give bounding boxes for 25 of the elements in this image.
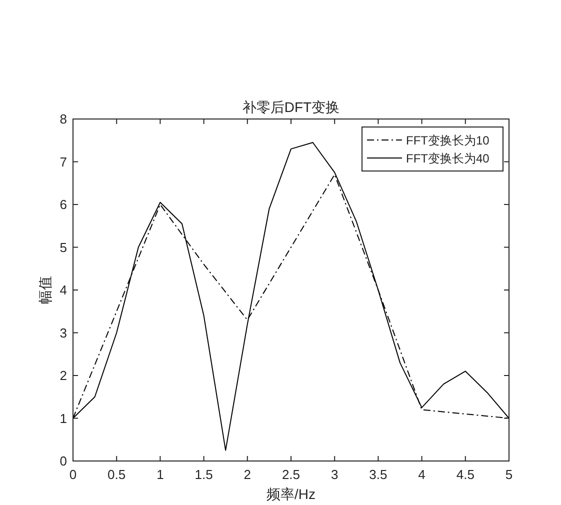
x-tick-label: 4 bbox=[418, 467, 426, 482]
y-tick-label: 4 bbox=[60, 282, 67, 298]
y-tick-label: 0 bbox=[60, 454, 67, 468]
chart-title: 补零后DFT变换 bbox=[242, 99, 340, 115]
x-tick-label: 3.5 bbox=[369, 467, 388, 482]
y-tick-label: 5 bbox=[60, 240, 67, 255]
legend-label: FFT变换长为40 bbox=[406, 152, 490, 166]
x-tick-label: 0 bbox=[69, 467, 77, 482]
legend-label: FFT变换长为10 bbox=[406, 134, 490, 148]
x-tick-label: 0.5 bbox=[108, 467, 126, 482]
x-tick-label: 5 bbox=[505, 467, 513, 482]
y-tick-label: 7 bbox=[60, 154, 67, 170]
y-axis-title: 幅值 bbox=[37, 276, 53, 304]
x-tick-label: 4.5 bbox=[456, 467, 474, 482]
y-tick-label: 3 bbox=[60, 325, 67, 340]
y-tick-label: 2 bbox=[60, 368, 67, 383]
y-tick-label: 8 bbox=[60, 112, 67, 126]
x-axis-title: 频率/Hz bbox=[266, 486, 316, 502]
y-tick-label: 1 bbox=[60, 410, 67, 426]
x-tick-label: 1 bbox=[156, 467, 164, 482]
y-tick-label: 6 bbox=[60, 197, 67, 212]
x-tick-label: 2 bbox=[244, 467, 252, 482]
x-tick-label: 1.5 bbox=[194, 467, 213, 482]
x-tick-label: 3 bbox=[330, 467, 338, 482]
x-tick-label: 2.5 bbox=[282, 467, 300, 482]
